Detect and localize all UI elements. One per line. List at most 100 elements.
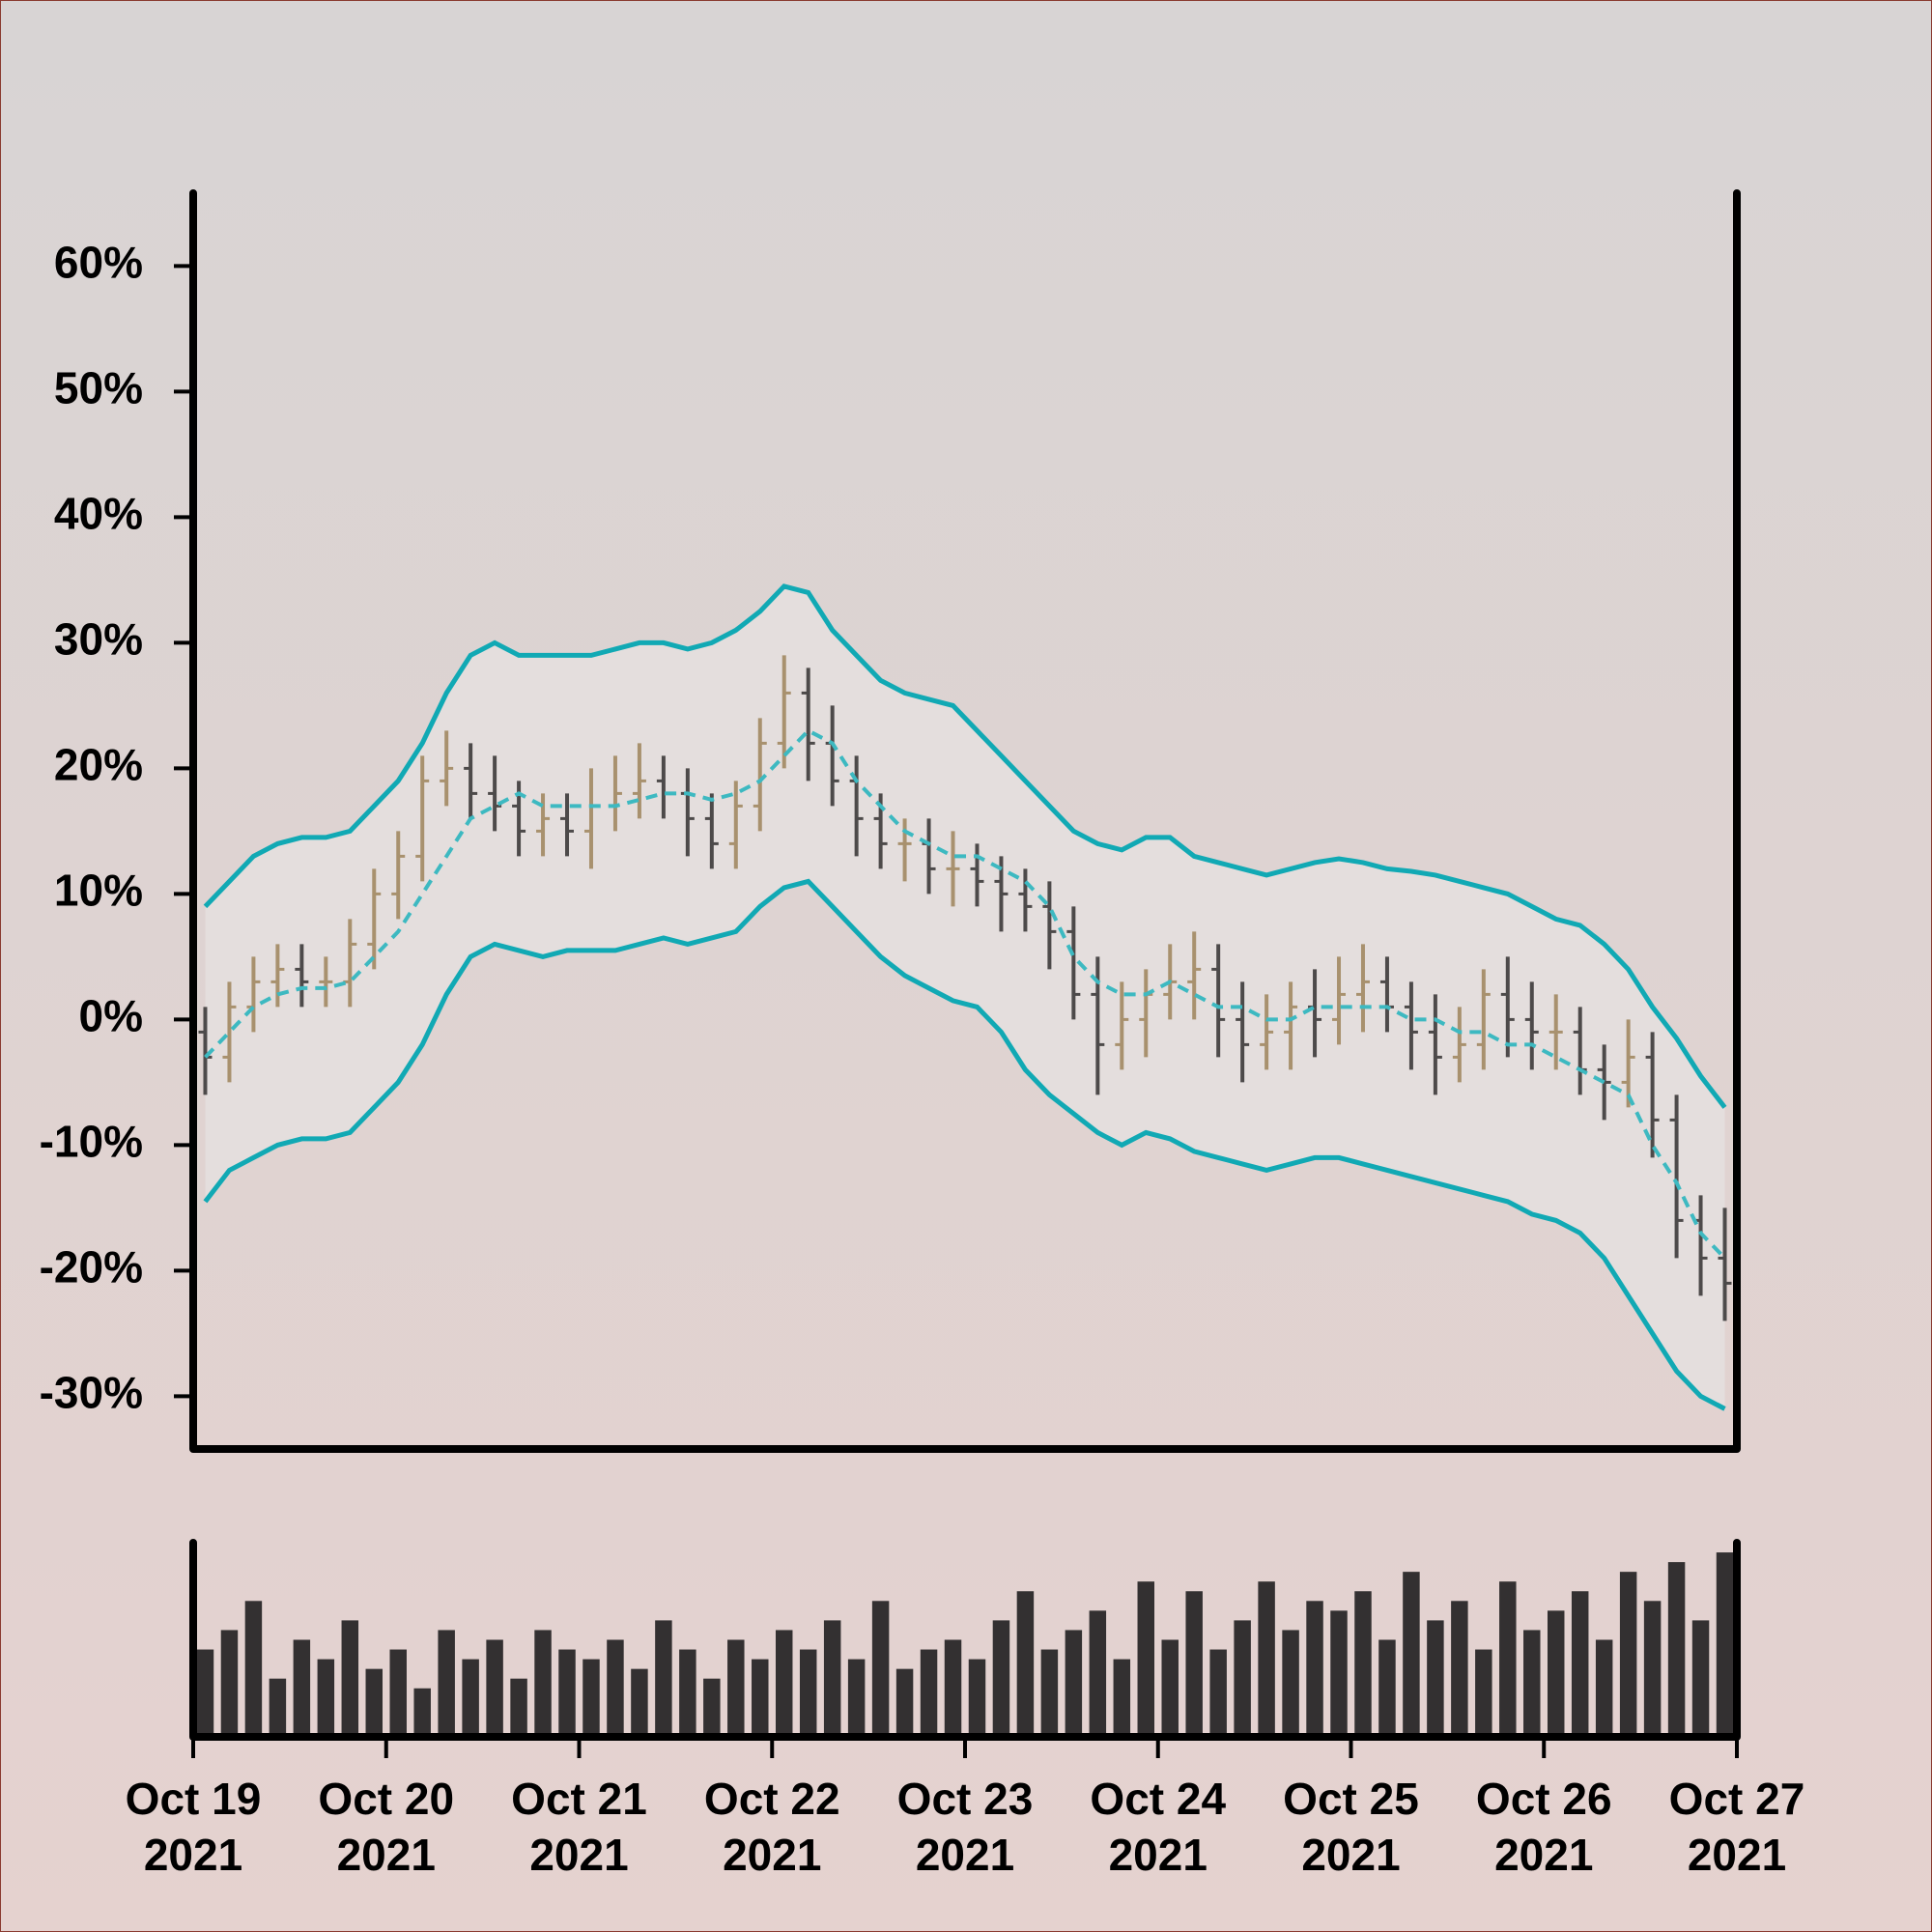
- volume-bar: [1161, 1639, 1179, 1737]
- ohlc-bar: [1332, 956, 1347, 1045]
- volume-bar: [244, 1601, 263, 1737]
- ohlc-bar: [801, 668, 815, 781]
- x-tick-label-line: Oct 27: [1669, 1774, 1805, 1824]
- x-tick-label: Oct 20 2021: [318, 1774, 454, 1880]
- volume-bar: [1716, 1552, 1734, 1737]
- volume-bar: [1619, 1572, 1637, 1737]
- ohlc-bar: [1597, 1044, 1611, 1121]
- x-tick-label-line: Oct 24: [1090, 1774, 1226, 1824]
- x-tick-label: Oct 21 2021: [511, 1774, 647, 1880]
- x-tick-label-line: Oct 20: [318, 1774, 454, 1824]
- volume-bar: [1089, 1610, 1107, 1737]
- volume-bar: [365, 1668, 384, 1737]
- volume-bar: [1475, 1649, 1492, 1737]
- volume-bar: [389, 1649, 407, 1737]
- volume-bar: [1595, 1639, 1613, 1737]
- ohlc-bar: [1115, 981, 1129, 1070]
- price-frame: [189, 189, 1741, 1453]
- y-tick-label: -10%: [40, 1117, 143, 1167]
- volume-bar: [220, 1630, 239, 1737]
- volume-bar: [1137, 1581, 1155, 1737]
- ohlc-bar: [704, 793, 719, 869]
- volume-bar: [752, 1659, 769, 1737]
- ohlc-bar: [1284, 981, 1298, 1070]
- ohlc-bar: [1718, 1208, 1732, 1321]
- volume-bar: [269, 1678, 287, 1737]
- volume-bar: [727, 1639, 745, 1737]
- x-tick-label-line: 2021: [1494, 1830, 1593, 1880]
- volume-bar: [799, 1649, 817, 1737]
- volume-bar: [871, 1601, 890, 1737]
- band-fill: [205, 585, 1725, 1409]
- x-tick-label-line: Oct 26: [1476, 1774, 1612, 1824]
- ohlc-bar: [1066, 906, 1081, 1020]
- y-tick-label: 30%: [54, 614, 143, 665]
- volume-bar: [775, 1630, 793, 1737]
- y-tick-label: 60%: [54, 238, 143, 288]
- ohlc-bar: [391, 831, 406, 920]
- volume-bar: [1234, 1620, 1251, 1737]
- ohlc-bar: [970, 843, 984, 907]
- x-tick-label-line: Oct 25: [1283, 1774, 1419, 1824]
- x-tick-label-line: Oct 22: [704, 1774, 840, 1824]
- ohlc-bar: [1355, 944, 1370, 1033]
- volume-bar: [1185, 1591, 1203, 1737]
- ohlc-bar: [415, 755, 430, 882]
- ohlc-bar: [1211, 944, 1226, 1058]
- ohlc-bar: [1260, 994, 1274, 1070]
- volume-bar: [1306, 1601, 1323, 1737]
- y-tick-label: -20%: [40, 1242, 143, 1293]
- volume-bar: [1667, 1562, 1686, 1737]
- volume-bar: [558, 1649, 576, 1737]
- x-tick-label: Oct 25 2021: [1283, 1774, 1419, 1880]
- y-tick-label: 0%: [79, 991, 143, 1041]
- ohlc-bar: [777, 655, 791, 769]
- ohlc-bar: [1452, 1007, 1466, 1083]
- ohlc-bar: [1645, 1032, 1660, 1158]
- x-tick-label: Oct 22 2021: [704, 1774, 840, 1880]
- volume-bar: [1451, 1601, 1468, 1737]
- x-tick-label-line: 2021: [916, 1830, 1014, 1880]
- band-upper: [203, 583, 1727, 1109]
- volume-bar: [703, 1678, 721, 1737]
- volume-bar: [486, 1639, 503, 1737]
- y-tick-label: 10%: [54, 866, 143, 916]
- volume-bar: [823, 1620, 841, 1737]
- x-tick-label: Oct 27 2021: [1669, 1774, 1805, 1880]
- volume-bar: [847, 1659, 866, 1737]
- volume-bar: [1354, 1591, 1372, 1737]
- y-tick-label: 50%: [54, 363, 143, 413]
- ohlc-bar: [270, 944, 285, 1008]
- volume-bar: [196, 1649, 214, 1737]
- volume-bar: [413, 1688, 431, 1737]
- ohlc-bar: [560, 793, 575, 857]
- volume-bar: [679, 1649, 696, 1737]
- ohlc-bar: [1669, 1094, 1684, 1259]
- volume-bar: [944, 1639, 962, 1737]
- x-tick-label-line: 2021: [144, 1830, 242, 1880]
- volume-bar: [895, 1668, 914, 1737]
- ohlc-bar: [1187, 931, 1202, 1020]
- y-tick-label: 40%: [54, 489, 143, 539]
- ohlc-bar: [464, 743, 478, 819]
- x-tick-label-line: 2021: [723, 1830, 821, 1880]
- y-tick-label: 20%: [54, 740, 143, 790]
- x-tick-label-line: Oct 19: [126, 1774, 262, 1824]
- volume-bar: [1282, 1630, 1299, 1737]
- volume-bar: [1330, 1610, 1348, 1737]
- ohlc-bar: [295, 944, 309, 1008]
- ohlc-bar: [946, 831, 960, 907]
- volume-bar: [1040, 1649, 1059, 1737]
- ohlc-bar: [319, 956, 333, 1008]
- volume-bar: [920, 1649, 938, 1737]
- volume-bar: [341, 1620, 359, 1737]
- volume-bar: [968, 1659, 986, 1737]
- x-tick-label: Oct 23 2021: [897, 1774, 1034, 1880]
- volume-bar: [1547, 1610, 1565, 1737]
- ohlc-bar: [1500, 956, 1515, 1058]
- volume-bar: [582, 1659, 600, 1737]
- volume-bar: [1427, 1620, 1444, 1737]
- volume-bar: [992, 1620, 1010, 1737]
